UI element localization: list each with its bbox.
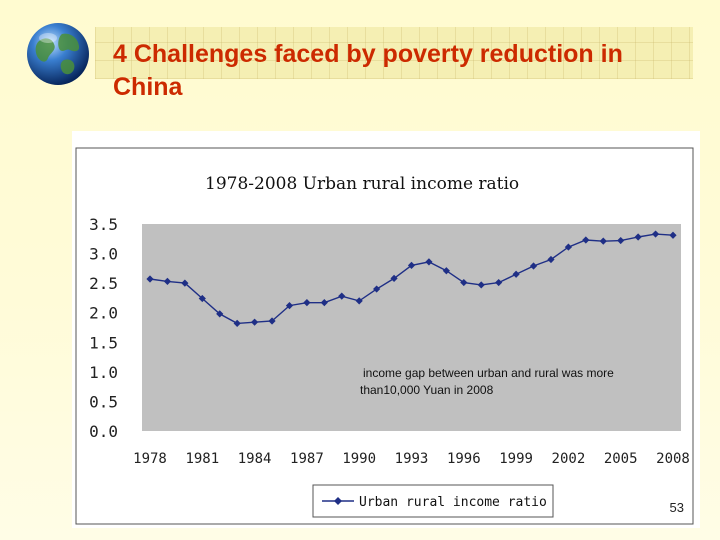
x-tick-label: 2002 (552, 451, 586, 467)
x-tick-label: 1990 (342, 451, 376, 467)
data-point (669, 231, 677, 239)
income-ratio-chart: 1978-2008 Urban rural income ratio 3.53.… (75, 147, 694, 525)
page-number: 53 (669, 500, 684, 515)
x-tick-label: 2005 (604, 451, 638, 467)
data-point (617, 236, 625, 245)
data-point (582, 236, 590, 244)
data-point (512, 270, 520, 278)
y-tick-label: 1.0 (89, 363, 118, 382)
chart-annotation-line-1: income gap between urban and rural was m… (363, 366, 614, 380)
data-point (442, 267, 450, 275)
y-tick-label: 1.5 (89, 333, 118, 352)
x-tick-label: 1981 (185, 451, 219, 467)
globe-icon (27, 23, 89, 85)
globe-logo (24, 20, 92, 88)
plot-area (142, 224, 681, 431)
data-point (425, 258, 433, 266)
y-axis: 3.5 3.0 2.5 2.0 1.5 1.0 0.5 0.0 (89, 215, 118, 441)
y-tick-label: 3.5 (89, 215, 118, 234)
y-tick-label: 0.0 (89, 422, 118, 441)
x-tick-label: 1999 (499, 451, 533, 467)
x-tick-label: 1993 (395, 451, 429, 467)
chart-annotation-line-2: than10,000 Yuan in 2008 (360, 383, 494, 397)
data-point (547, 255, 555, 264)
data-point (181, 279, 189, 287)
y-tick-label: 2.0 (89, 304, 118, 323)
y-tick-label: 0.5 (89, 392, 118, 411)
data-point (146, 275, 154, 283)
chart-title: 1978-2008 Urban rural income ratio (205, 174, 519, 194)
data-point (651, 230, 660, 238)
data-point (338, 292, 346, 300)
y-tick-label: 3.0 (89, 245, 118, 264)
legend-marker-swatch (334, 497, 342, 505)
x-tick-label: 1984 (238, 451, 272, 467)
title-band (95, 27, 693, 79)
data-point (216, 310, 224, 318)
data-point (599, 237, 607, 245)
data-point (564, 243, 572, 251)
x-tick-label: 1978 (133, 451, 167, 467)
legend-label: Urban rural income ratio (359, 495, 547, 510)
x-tick-label: 1996 (447, 451, 481, 467)
data-point (233, 319, 241, 327)
chart-image: 1978-2008 Urban rural income ratio 3.5 3.… (72, 131, 700, 528)
x-axis: 1978 1981 1984 1987 1990 1993 1996 1999 2002 2005… (133, 451, 690, 467)
slide-title: 4 Challenges faced by poverty reduction … (113, 40, 623, 101)
y-tick-label: 2.5 (89, 274, 118, 293)
x-tick-label: 1987 (290, 451, 324, 467)
x-tick-label: 2008 (656, 451, 690, 467)
data-point (390, 274, 398, 283)
